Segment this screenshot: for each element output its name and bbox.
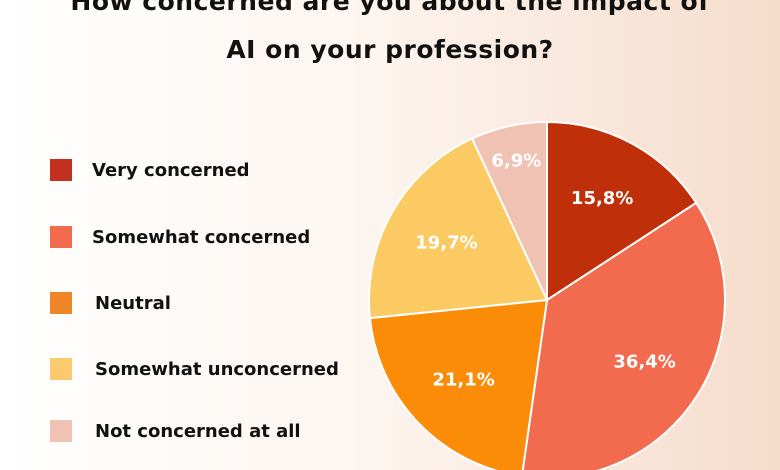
legend-item-somewhat-concerned: Somewhat concerned: [50, 224, 310, 250]
slice-label-very-concerned: 15,8%: [571, 188, 633, 209]
pie-slice-somewhat-unconcerned: [368, 137, 549, 320]
legend-swatch-not-concerned-at-all: [50, 420, 72, 442]
legend-item-very-concerned: Very concerned: [50, 157, 250, 183]
pie-slice-somewhat-concerned: [521, 201, 726, 470]
slice-label-neutral: 21,1%: [432, 370, 494, 391]
legend-item-not-concerned-at-all: Not concerned at all: [50, 418, 301, 444]
pie-slice-very-concerned: [546, 120, 698, 302]
legend-item-neutral: Neutral: [50, 290, 171, 316]
legend-swatch-neutral: [50, 292, 72, 314]
pie-slice-neutral: [368, 298, 549, 470]
legend-swatch-somewhat-unconcerned: [50, 358, 72, 380]
slice-label-somewhat-unconcerned: 19,7%: [415, 232, 477, 253]
chart-title-line-2: AI on your profession?: [226, 35, 554, 64]
legend-label-somewhat-unconcerned: Somewhat unconcerned: [95, 358, 339, 380]
chart-title-line-1: How concerned are you about the impact o…: [70, 0, 710, 16]
chart-legend: Very concerned Somewhat concerned Neutra…: [0, 0, 360, 470]
legend-swatch-somewhat-concerned: [50, 226, 72, 248]
slice-label-somewhat-concerned: 36,4%: [613, 352, 675, 373]
legend-label-very-concerned: Very concerned: [92, 159, 250, 181]
slice-label-not-concerned-at-all: 6,9%: [491, 150, 541, 171]
legend-item-somewhat-unconcerned: Somewhat unconcerned: [50, 356, 339, 382]
pie-slice-not-concerned-at-all: [470, 120, 548, 301]
legend-label-not-concerned-at-all: Not concerned at all: [95, 420, 301, 442]
legend-label-neutral: Neutral: [95, 292, 171, 314]
legend-label-somewhat-concerned: Somewhat concerned: [92, 226, 311, 248]
legend-swatch-very-concerned: [50, 159, 72, 181]
